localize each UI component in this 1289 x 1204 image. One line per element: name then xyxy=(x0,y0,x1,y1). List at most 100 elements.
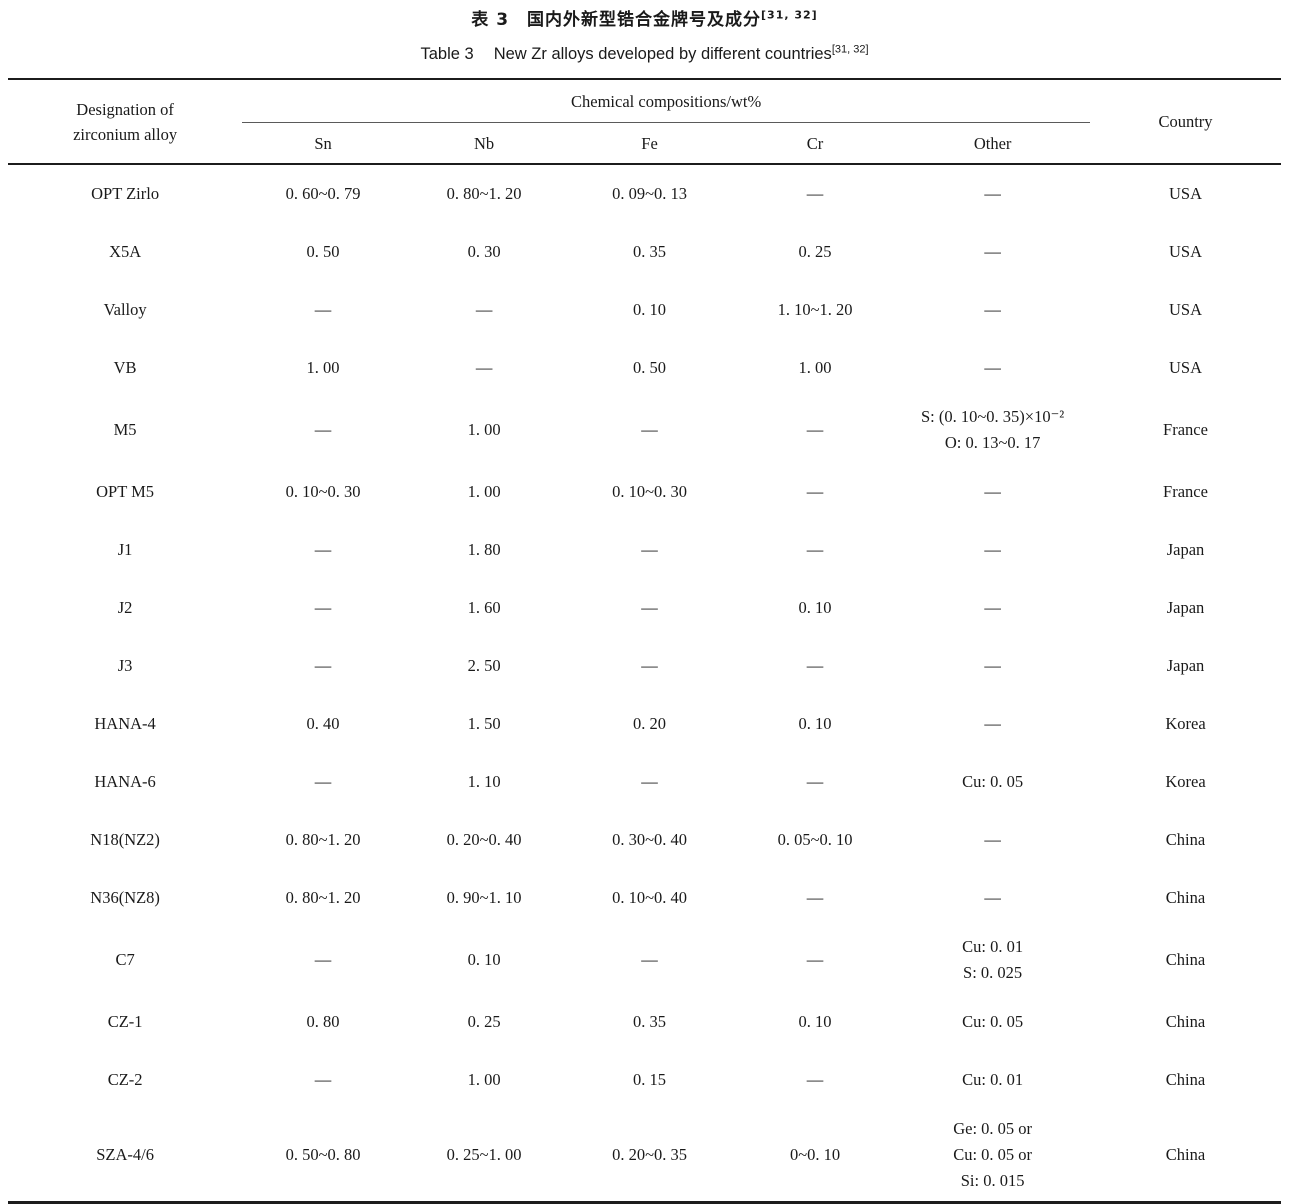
country-value: USA xyxy=(1168,184,1202,203)
sn-value: 0. 50 xyxy=(306,242,340,261)
alloy-name: J3 xyxy=(117,656,133,675)
cr-value: 0. 10 xyxy=(798,714,832,733)
country-value: France xyxy=(1163,482,1208,501)
country-value: Korea xyxy=(1165,772,1206,791)
fe-value: 0. 10~0. 40 xyxy=(612,888,688,907)
alloy-name: J1 xyxy=(117,540,133,559)
nb-value: 1. 10 xyxy=(467,772,501,791)
table-row: VB 1. 00 — 0. 50 1. 00 — USA xyxy=(8,339,1281,397)
other-value: — xyxy=(984,358,1001,377)
nb-value: 0. 25~1. 00 xyxy=(446,1145,522,1164)
country-value: France xyxy=(1163,420,1208,439)
fe-value: 0. 09~0. 13 xyxy=(612,184,688,203)
fe-value: 0. 20 xyxy=(633,714,667,733)
fe-value: 0. 35 xyxy=(633,1012,667,1031)
table-row: C7 — 0. 10 — — Cu: 0. 01 S: 0. 025 China xyxy=(8,927,1281,993)
col-header-nb: Nb xyxy=(403,122,565,165)
nb-value: 0. 20~0. 40 xyxy=(446,830,522,849)
alloy-name: HANA-6 xyxy=(94,772,156,791)
table-row: N36(NZ8) 0. 80~1. 20 0. 90~1. 10 0. 10~0. 4… xyxy=(8,869,1281,927)
fe-value: 0. 10~0. 30 xyxy=(612,482,688,501)
alloy-name: M5 xyxy=(113,420,137,439)
cr-value: 0. 25 xyxy=(798,242,832,261)
col-header-country: Country xyxy=(1090,79,1281,165)
alloy-name: N18(NZ2) xyxy=(90,830,160,849)
other-value: Cu: 0. 05 xyxy=(962,772,1024,791)
col-header-designation-line1: Designation of xyxy=(76,99,174,119)
alloy-name: J2 xyxy=(117,598,133,617)
cr-value: 0. 10 xyxy=(798,598,832,617)
alloy-name: CZ-2 xyxy=(107,1070,143,1089)
table-row: HANA-6 — 1. 10 — — Cu: 0. 05 Korea xyxy=(8,753,1281,811)
alloy-name: VB xyxy=(113,358,137,377)
sn-value: — xyxy=(314,598,332,617)
cr-value: 1. 10~1. 20 xyxy=(777,300,853,319)
nb-value: 1. 00 xyxy=(467,482,501,501)
nb-value: 0. 30 xyxy=(467,242,501,261)
sn-value: 0. 80~1. 20 xyxy=(285,888,361,907)
alloy-name: N36(NZ8) xyxy=(90,888,160,907)
alloy-name: HANA-4 xyxy=(94,714,156,733)
sn-value: — xyxy=(314,772,332,791)
sn-value: — xyxy=(314,300,332,319)
other-value: S: (0. 10~0. 35)×10⁻² O: 0. 13~0. 17 xyxy=(920,407,1065,452)
other-value: Cu: 0. 01 xyxy=(962,1070,1024,1089)
nb-value: 2. 50 xyxy=(467,656,501,675)
table-caption-english: Table 3 New Zr alloys developed by differ… xyxy=(8,42,1281,66)
table-caption-zh-label: 表 3 xyxy=(471,10,510,30)
table-row: Valloy — — 0. 10 1. 10~1. 20 — USA xyxy=(8,281,1281,339)
other-value: — xyxy=(984,888,1001,907)
cr-value: 0. 10 xyxy=(798,1012,832,1031)
alloy-name: C7 xyxy=(115,950,135,969)
alloy-name: OPT M5 xyxy=(96,482,155,501)
cr-value: — xyxy=(806,420,824,439)
other-value: — xyxy=(984,598,1001,617)
cr-value: — xyxy=(806,950,824,969)
sn-value: 1. 00 xyxy=(306,358,340,377)
col-header-fe: Fe xyxy=(564,122,735,165)
table-row: HANA-4 0. 40 1. 50 0. 20 0. 10 — Korea xyxy=(8,695,1281,753)
nb-value: — xyxy=(475,300,493,319)
other-value: Cu: 0. 01 S: 0. 025 xyxy=(962,937,1024,982)
other-value: — xyxy=(984,714,1001,733)
fe-value: — xyxy=(641,598,658,617)
paper-table-figure: 表 3 国内外新型锆合金牌号及成分[31, 32] Table 3 New Zr a… xyxy=(8,0,1281,1204)
country-value: China xyxy=(1165,888,1206,907)
country-value: USA xyxy=(1168,358,1202,377)
sn-value: — xyxy=(314,420,332,439)
alloy-name: SZA-4/6 xyxy=(96,1145,154,1164)
alloy-name: CZ-1 xyxy=(107,1012,143,1031)
country-value: Japan xyxy=(1166,598,1205,617)
citation-ref: [31, 32] xyxy=(761,8,818,22)
other-value: — xyxy=(984,300,1001,319)
other-value: — xyxy=(984,242,1001,261)
cr-value: — xyxy=(806,656,824,675)
country-value: China xyxy=(1165,1070,1206,1089)
table-caption-chinese: 表 3 国内外新型锆合金牌号及成分[31, 32] xyxy=(8,8,1281,32)
country-value: China xyxy=(1165,1012,1206,1031)
nb-value: 0. 10 xyxy=(467,950,501,969)
fe-value: 0. 20~0. 35 xyxy=(612,1145,688,1164)
table-row: OPT Zirlo 0. 60~0. 79 0. 80~1. 20 0. 09~0. … xyxy=(8,164,1281,223)
fe-value: — xyxy=(641,772,658,791)
col-header-cr: Cr xyxy=(734,122,896,165)
table-caption-en-title: New Zr alloys developed by different cou… xyxy=(493,45,832,63)
citation-ref: [31, 32] xyxy=(831,43,869,56)
cr-value: 1. 00 xyxy=(798,358,832,377)
fe-value: — xyxy=(641,540,658,559)
cr-value: — xyxy=(806,540,824,559)
sn-value: 0. 40 xyxy=(306,714,340,733)
fe-value: — xyxy=(641,656,658,675)
nb-value: 0. 25 xyxy=(467,1012,501,1031)
table-row: CZ-2 — 1. 00 0. 15 — Cu: 0. 01 China xyxy=(8,1051,1281,1109)
sn-value: — xyxy=(314,656,332,675)
fe-value: — xyxy=(641,950,658,969)
sn-value: 0. 50~0. 80 xyxy=(285,1145,361,1164)
nb-value: 0. 90~1. 10 xyxy=(446,888,522,907)
table-row: SZA-4/6 0. 50~0. 80 0. 25~1. 00 0. 20~0. 35… xyxy=(8,1109,1281,1203)
table-caption-en-label: Table 3 xyxy=(420,45,474,63)
sn-value: 0. 80~1. 20 xyxy=(285,830,361,849)
country-value: China xyxy=(1165,830,1206,849)
table-row: M5 — 1. 00 — — S: (0. 10~0. 35)×10⁻² O: 0. 13~… xyxy=(8,397,1281,463)
cr-value: 0~0. 10 xyxy=(789,1145,841,1164)
